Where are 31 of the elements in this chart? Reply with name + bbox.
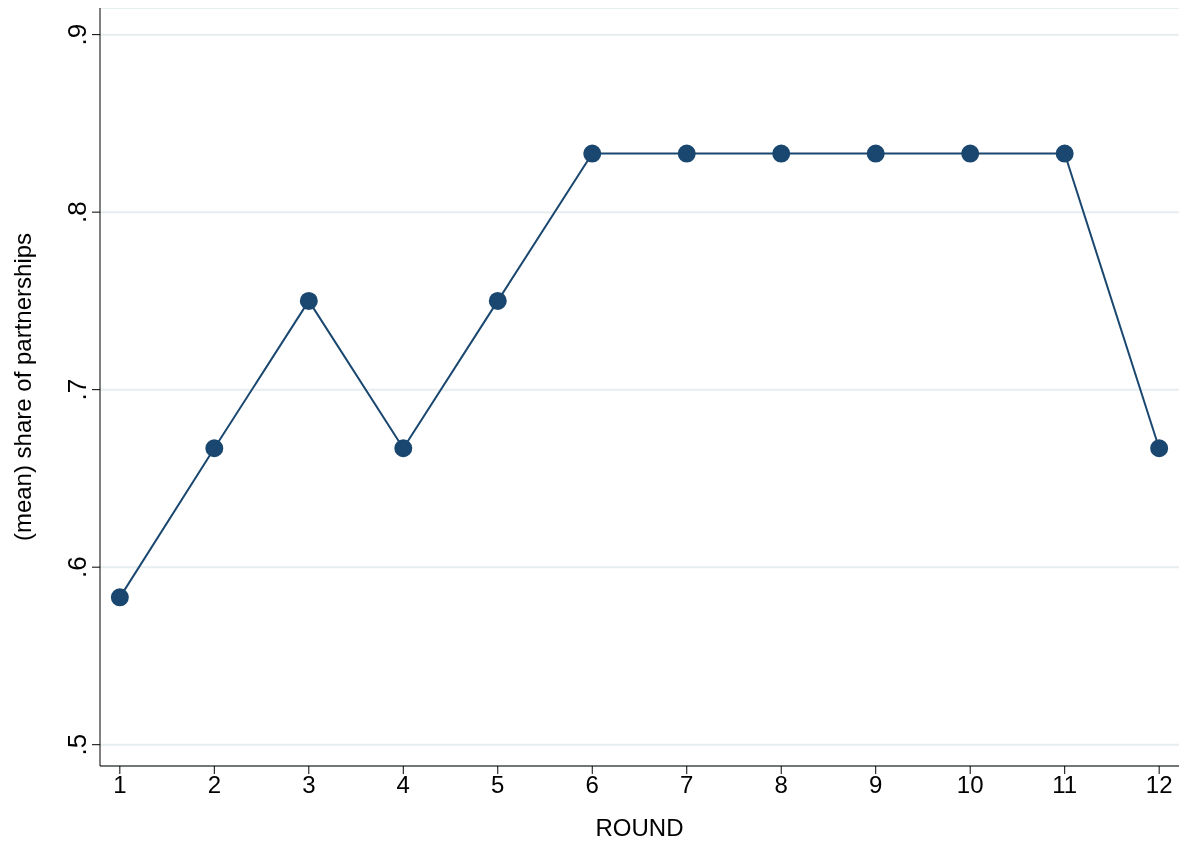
x-tick-label: 6 bbox=[585, 771, 599, 799]
point bbox=[866, 144, 885, 163]
point bbox=[583, 144, 602, 163]
y-tick-label: .5 bbox=[62, 733, 92, 756]
x-tick-label: 12 bbox=[1145, 771, 1173, 799]
y-axis-title: (mean) share of partnerships bbox=[8, 232, 36, 542]
point bbox=[772, 144, 791, 163]
x-tick-label: 8 bbox=[774, 771, 788, 799]
x-tick-label: 10 bbox=[956, 771, 984, 799]
x-tick-label: 1 bbox=[113, 771, 127, 799]
x-tick-label: 7 bbox=[680, 771, 694, 799]
x-tick-label: 5 bbox=[491, 771, 505, 799]
point bbox=[110, 588, 129, 607]
point bbox=[961, 144, 980, 163]
point bbox=[488, 291, 507, 310]
y-tick-label: .9 bbox=[62, 23, 92, 46]
point bbox=[205, 439, 224, 458]
point bbox=[299, 291, 318, 310]
point bbox=[1150, 439, 1169, 458]
point bbox=[394, 439, 413, 458]
x-tick-label: 4 bbox=[396, 771, 410, 799]
point bbox=[677, 144, 696, 163]
x-tick-label: 2 bbox=[207, 771, 221, 799]
y-tick-label: .7 bbox=[62, 378, 92, 401]
x-tick-label: 9 bbox=[869, 771, 883, 799]
x-tick-label: 11 bbox=[1052, 771, 1078, 799]
y-tick-label: .8 bbox=[62, 201, 92, 223]
x-tick-label: 3 bbox=[302, 771, 316, 799]
y-tick-label: .6 bbox=[62, 556, 92, 579]
point bbox=[1055, 144, 1074, 163]
x-axis-title: ROUND bbox=[595, 814, 684, 841]
